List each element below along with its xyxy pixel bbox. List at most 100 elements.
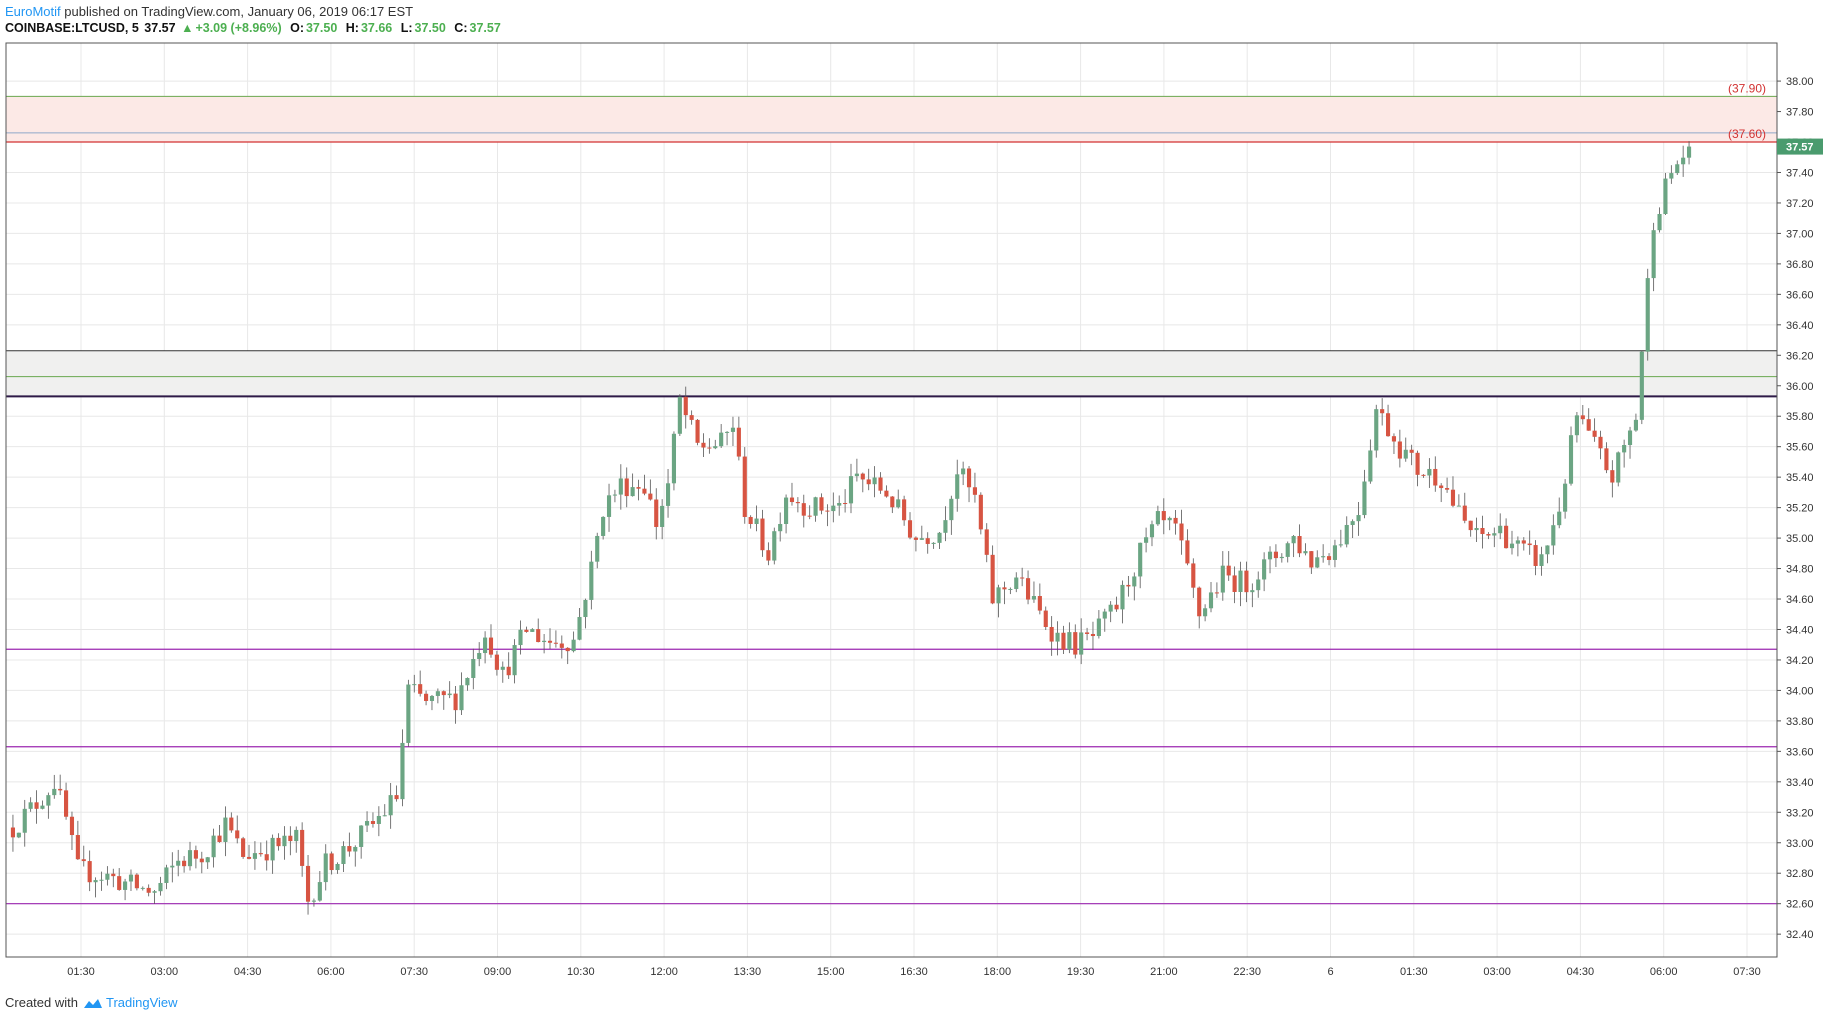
- y-tick-label: 33.60: [1786, 746, 1814, 758]
- candle-body: [819, 497, 824, 511]
- candle-body: [483, 637, 488, 654]
- candle-body: [1439, 485, 1444, 489]
- candle-body: [789, 497, 795, 503]
- candle-body: [1663, 178, 1668, 215]
- candle-body: [388, 795, 393, 816]
- candle-body: [1226, 565, 1231, 576]
- symbol-label: COINBASE:LTCUSD, 5: [5, 21, 139, 35]
- high-value: 37.66: [360, 21, 393, 35]
- candle-body: [424, 693, 429, 701]
- candle-body: [707, 447, 712, 449]
- candle-body: [28, 802, 33, 809]
- x-tick-label: 01:30: [1400, 966, 1428, 978]
- x-tick-label: 03:00: [151, 966, 179, 978]
- candle-body: [1445, 488, 1450, 490]
- candle-body: [217, 835, 222, 842]
- candle-body: [1657, 214, 1662, 231]
- y-tick-label: 34.60: [1786, 594, 1814, 606]
- candle-body: [701, 442, 706, 448]
- candle-body: [624, 478, 629, 497]
- candle-body: [435, 691, 440, 696]
- candle-body: [1061, 632, 1066, 650]
- candle-body: [1073, 632, 1078, 655]
- candle-body: [187, 850, 193, 867]
- candle-body: [146, 887, 151, 893]
- y-tick-label: 33.00: [1786, 838, 1814, 850]
- candle-body: [1610, 470, 1615, 483]
- candle-body: [1468, 520, 1473, 531]
- candle-body: [1622, 445, 1627, 453]
- candle-body: [506, 666, 511, 676]
- candle-body: [695, 419, 700, 443]
- ohlc-legend: COINBASE:LTCUSD, 5 37.57 ▲ +3.09 (+8.96%)…: [5, 21, 503, 35]
- candle-body: [1533, 545, 1538, 566]
- candle-body: [677, 396, 682, 434]
- candle-body: [1627, 430, 1633, 446]
- candle-body: [1433, 468, 1438, 486]
- footer: Created with TradingView: [5, 995, 178, 1010]
- candle-body: [294, 829, 299, 842]
- candle-body: [1262, 559, 1267, 580]
- x-tick-label: 07:30: [400, 966, 428, 978]
- candle-body: [1285, 543, 1290, 557]
- candle-body: [128, 874, 134, 882]
- candle-body: [571, 639, 576, 652]
- x-tick-label: 6: [1327, 966, 1333, 978]
- candle-body: [1173, 517, 1178, 524]
- candle-body: [288, 835, 293, 842]
- candle-body: [1238, 570, 1243, 592]
- up-arrow-icon: ▲: [181, 21, 194, 35]
- candle-body: [1474, 528, 1479, 531]
- candle-body: [630, 487, 635, 497]
- close-label: C:: [454, 21, 468, 35]
- x-tick-label: 13:30: [734, 966, 762, 978]
- candle-body: [134, 874, 139, 889]
- candle-body: [1138, 542, 1143, 577]
- candle-body: [382, 815, 387, 817]
- candle-body: [282, 835, 287, 847]
- publish-info: EuroMotif published on TradingView.com, …: [5, 4, 413, 19]
- candle-body: [890, 496, 895, 508]
- candle-body: [878, 477, 883, 491]
- candle-body: [1598, 436, 1603, 449]
- candle-body: [1551, 525, 1556, 546]
- candle-body: [1545, 545, 1550, 555]
- open-label: O:: [290, 21, 304, 35]
- candle-body: [1321, 556, 1326, 558]
- x-tick-label: 06:00: [1650, 966, 1678, 978]
- candle-body: [884, 490, 889, 497]
- candle-body: [724, 431, 730, 433]
- last-price-value: 37.57: [144, 21, 176, 35]
- candle-body: [1645, 278, 1650, 352]
- candle-body: [524, 629, 529, 632]
- candle-body: [1415, 452, 1420, 475]
- y-tick-label: 38.00: [1786, 76, 1814, 88]
- tradingview-logo[interactable]: TradingView: [82, 995, 178, 1010]
- candle-body: [453, 693, 458, 711]
- candle-body: [441, 691, 446, 696]
- y-tick-label: 35.40: [1786, 472, 1814, 484]
- candle-body: [778, 523, 783, 532]
- y-tick-label: 37.40: [1786, 167, 1814, 179]
- candle-body: [902, 499, 907, 521]
- candle-body: [170, 865, 175, 868]
- author-link[interactable]: EuroMotif: [5, 4, 61, 19]
- candle-body: [429, 695, 435, 701]
- candle-body: [807, 515, 812, 517]
- candle-body: [1008, 588, 1013, 590]
- low-value: 37.50: [414, 21, 446, 35]
- candle-body: [937, 532, 942, 543]
- candle-body: [1014, 577, 1019, 589]
- candle-body: [1563, 483, 1568, 512]
- candle-body: [530, 629, 535, 632]
- y-tick-label: 33.80: [1786, 716, 1814, 728]
- candle-body: [353, 846, 358, 852]
- candle-body: [1492, 533, 1497, 536]
- y-tick-label: 36.60: [1786, 289, 1814, 301]
- candle-body: [719, 432, 724, 447]
- x-tick-label: 12:00: [650, 966, 678, 978]
- candle-body: [329, 853, 334, 871]
- candle-body: [1462, 505, 1467, 521]
- candle-body: [1568, 435, 1574, 484]
